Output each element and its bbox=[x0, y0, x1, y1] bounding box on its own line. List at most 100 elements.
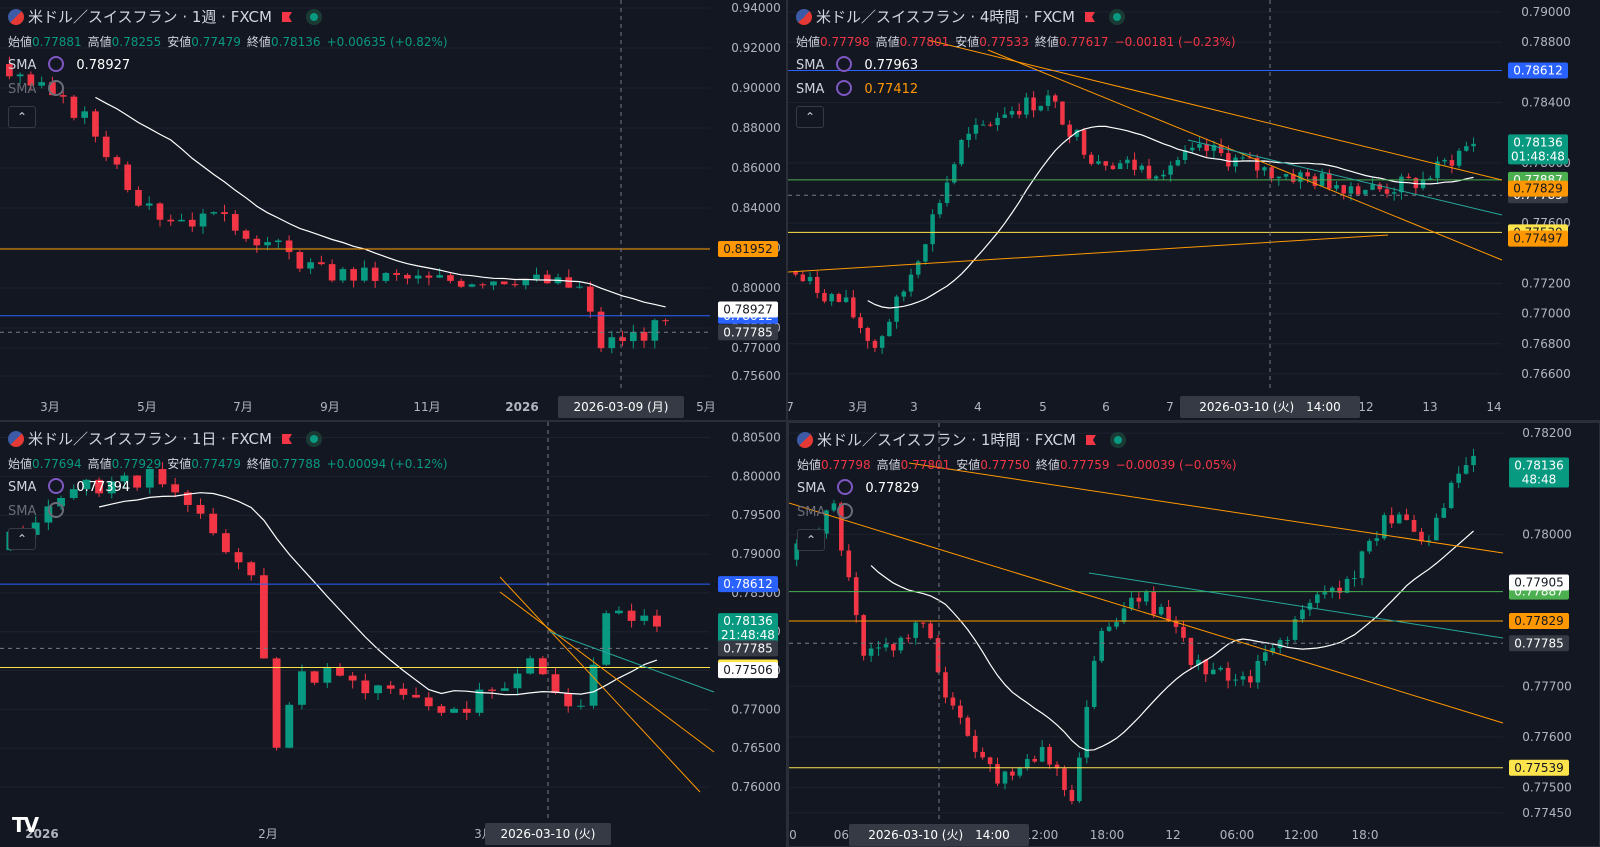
candle-body[interactable] bbox=[1077, 757, 1082, 802]
trend-line[interactable] bbox=[908, 462, 1504, 554]
refresh-icon[interactable] bbox=[836, 80, 853, 96]
candle-body[interactable] bbox=[894, 296, 899, 322]
candle-body[interactable] bbox=[1218, 667, 1223, 670]
candle-body[interactable] bbox=[57, 497, 65, 507]
candle-body[interactable] bbox=[167, 219, 175, 222]
refresh-icon[interactable] bbox=[48, 478, 65, 494]
candle-body[interactable] bbox=[27, 74, 35, 86]
candle-body[interactable] bbox=[1106, 626, 1112, 631]
candle-body[interactable] bbox=[1370, 184, 1375, 190]
indicator-legend[interactable]: SMA bbox=[797, 503, 865, 520]
candle-body[interactable] bbox=[399, 688, 408, 695]
candle-body[interactable] bbox=[513, 673, 522, 689]
candle-body[interactable] bbox=[905, 637, 911, 639]
candle-body[interactable] bbox=[1406, 176, 1411, 179]
candle-body[interactable] bbox=[412, 694, 420, 698]
candle-body[interactable] bbox=[1413, 178, 1419, 189]
candle-body[interactable] bbox=[44, 506, 53, 523]
candle-body[interactable] bbox=[980, 751, 985, 758]
candle-body[interactable] bbox=[1060, 101, 1065, 125]
candle-body[interactable] bbox=[196, 504, 205, 514]
candle-body[interactable] bbox=[891, 644, 896, 651]
chart-svg[interactable]: 0.78200 0.78000 0.77700 0.77600 0.77500 0.774… bbox=[789, 423, 1599, 846]
candle-body[interactable] bbox=[242, 230, 250, 239]
candle-body[interactable] bbox=[1448, 482, 1454, 509]
candle-body[interactable] bbox=[1099, 630, 1104, 661]
candle-body[interactable] bbox=[393, 273, 400, 275]
candle-body[interactable] bbox=[794, 543, 800, 560]
candle-body[interactable] bbox=[829, 294, 834, 302]
candle-body[interactable] bbox=[1389, 515, 1395, 524]
candle-body[interactable] bbox=[210, 212, 218, 214]
candle-body[interactable] bbox=[1254, 157, 1260, 171]
candle-body[interactable] bbox=[318, 262, 325, 265]
candle-body[interactable] bbox=[1464, 146, 1469, 151]
candle-body[interactable] bbox=[597, 311, 605, 349]
candle-body[interactable] bbox=[436, 275, 444, 278]
candle-body[interactable] bbox=[944, 182, 950, 204]
candle-body[interactable] bbox=[836, 294, 842, 302]
candle-body[interactable] bbox=[824, 510, 829, 534]
candle-body[interactable] bbox=[178, 219, 185, 222]
candle-body[interactable] bbox=[972, 735, 978, 752]
candle-body[interactable] bbox=[488, 689, 497, 691]
candle-body[interactable] bbox=[1312, 176, 1318, 186]
candle-body[interactable] bbox=[1270, 648, 1276, 653]
candle-body[interactable] bbox=[298, 671, 306, 705]
candle-body[interactable] bbox=[1441, 508, 1447, 518]
flag-marker-icon[interactable] bbox=[281, 434, 292, 444]
candle-body[interactable] bbox=[145, 469, 154, 488]
candle-body[interactable] bbox=[462, 708, 471, 713]
candle-body[interactable] bbox=[915, 261, 921, 275]
candle-body[interactable] bbox=[1074, 129, 1080, 137]
candle-body[interactable] bbox=[1125, 159, 1130, 164]
candle-body[interactable] bbox=[1091, 660, 1097, 707]
candle-body[interactable] bbox=[307, 262, 314, 269]
candle-body[interactable] bbox=[1285, 639, 1290, 641]
candle-body[interactable] bbox=[253, 238, 261, 246]
candle-body[interactable] bbox=[285, 704, 294, 748]
candle-body[interactable] bbox=[1153, 176, 1159, 179]
candle-body[interactable] bbox=[1002, 114, 1007, 118]
candle-body[interactable] bbox=[898, 637, 904, 651]
candle-body[interactable] bbox=[447, 275, 454, 281]
candle-body[interactable] bbox=[1053, 95, 1058, 102]
candle-body[interactable] bbox=[543, 274, 551, 284]
candle-body[interactable] bbox=[930, 214, 935, 245]
candle-body[interactable] bbox=[807, 276, 813, 282]
candle-body[interactable] bbox=[479, 284, 487, 286]
candle-body[interactable] bbox=[1334, 185, 1339, 189]
candle-body[interactable] bbox=[1247, 157, 1253, 159]
trend-line[interactable] bbox=[499, 576, 701, 793]
candle-body[interactable] bbox=[209, 513, 218, 534]
candle-body[interactable] bbox=[987, 757, 993, 765]
candle-body[interactable] bbox=[1173, 620, 1179, 627]
trend-line[interactable] bbox=[499, 591, 715, 753]
candle-body[interactable] bbox=[959, 139, 964, 165]
candle-body[interactable] bbox=[1283, 174, 1289, 177]
candle-body[interactable] bbox=[865, 327, 870, 341]
candle-body[interactable] bbox=[1399, 176, 1404, 193]
candle-body[interactable] bbox=[1139, 165, 1145, 170]
chart-svg[interactable]: 0.94000 0.92000 0.90000 0.88000 0.86000 0.840… bbox=[0, 0, 786, 420]
candle-body[interactable] bbox=[1391, 192, 1397, 194]
candle-body[interactable] bbox=[16, 74, 24, 77]
candle-body[interactable] bbox=[1211, 145, 1217, 151]
candle-body[interactable] bbox=[437, 706, 446, 713]
candle-body[interactable] bbox=[995, 764, 1000, 784]
candle-body[interactable] bbox=[374, 685, 382, 694]
candle-body[interactable] bbox=[382, 273, 390, 281]
candle-body[interactable] bbox=[95, 479, 104, 494]
candle-body[interactable] bbox=[328, 264, 336, 281]
candle-body[interactable] bbox=[500, 688, 509, 691]
candle-body[interactable] bbox=[1411, 520, 1417, 532]
symbol-title[interactable]: 米ドル／スイスフラン · 1時間 · FXCM bbox=[817, 431, 1076, 449]
flag-marker-icon[interactable] bbox=[1084, 12, 1095, 22]
collapse-legend-button[interactable]: ⌃ bbox=[8, 106, 36, 128]
candle-body[interactable] bbox=[231, 214, 239, 231]
candle-body[interactable] bbox=[1084, 706, 1090, 758]
candle-body[interactable] bbox=[264, 242, 271, 246]
candle-body[interactable] bbox=[1322, 592, 1328, 595]
trend-line[interactable] bbox=[1088, 572, 1504, 639]
candle-body[interactable] bbox=[1190, 147, 1195, 151]
